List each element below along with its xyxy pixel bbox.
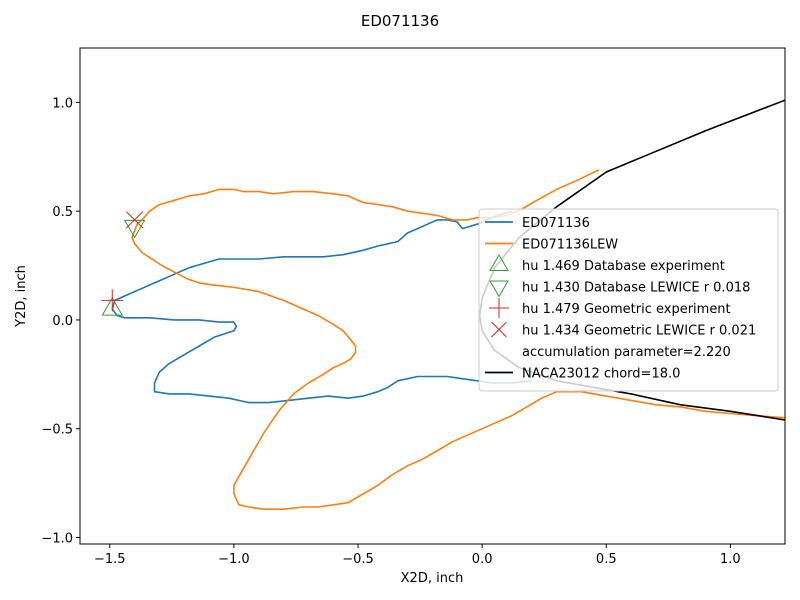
x-tick-label: −0.5 — [342, 552, 374, 567]
legend-label: ED071136 — [522, 216, 590, 231]
chart-title: ED071136 — [361, 12, 439, 30]
series-line-0 — [111, 210, 532, 404]
x-tick-label: 1.0 — [720, 552, 741, 567]
legend-label: hu 1.479 Geometric experiment — [522, 302, 731, 317]
y-tick-label: 0.5 — [52, 205, 73, 220]
plot-frame — [79, 47, 786, 545]
axes-layer: −1.5 −1.0 −0.5 0.0 0.5 1.0 −1.0 −0.5 0.0 0.5 1.0 — [41, 96, 740, 567]
data-point-2 — [101, 297, 124, 316]
x-tick-label: −1.0 — [218, 552, 250, 567]
legend-swatch — [489, 298, 509, 318]
series-line-1 — [131, 169, 785, 511]
legend: ED071136 ED071136LEW hu 1.469 Database exp… — [478, 208, 779, 392]
x-tick-label: −1.5 — [94, 552, 126, 567]
legend-label: ED071136LEW — [522, 238, 618, 253]
x-axis-title: X2D, inch — [401, 571, 464, 586]
data-point-4 — [101, 289, 124, 312]
data-point-5 — [126, 211, 144, 229]
legend-label: accumulation parameter=2.220 — [522, 345, 731, 360]
x-tick-label: 0.0 — [472, 552, 493, 567]
legend-label: hu 1.469 Database experiment — [522, 259, 725, 274]
legend-label: NACA23012 chord=18.0 — [522, 367, 680, 382]
legend-swatch — [491, 321, 507, 338]
y-tick-label: −0.5 — [41, 423, 73, 438]
y-tick-label: −1.0 — [41, 531, 73, 546]
y-tick-label: 0.0 — [52, 314, 73, 329]
x-tick-label: 0.5 — [596, 552, 617, 567]
legend-box — [478, 208, 779, 392]
y-axis-title: Y2D, inch — [14, 265, 29, 328]
y-tick-label: 1.0 — [52, 96, 73, 111]
legend-swatch — [489, 280, 509, 298]
legend-label: hu 1.430 Database LEWICE r 0.018 — [522, 281, 750, 296]
legend-swatch — [489, 254, 509, 271]
legend-label: hu 1.434 Geometric LEWICE r 0.021 — [522, 324, 756, 339]
